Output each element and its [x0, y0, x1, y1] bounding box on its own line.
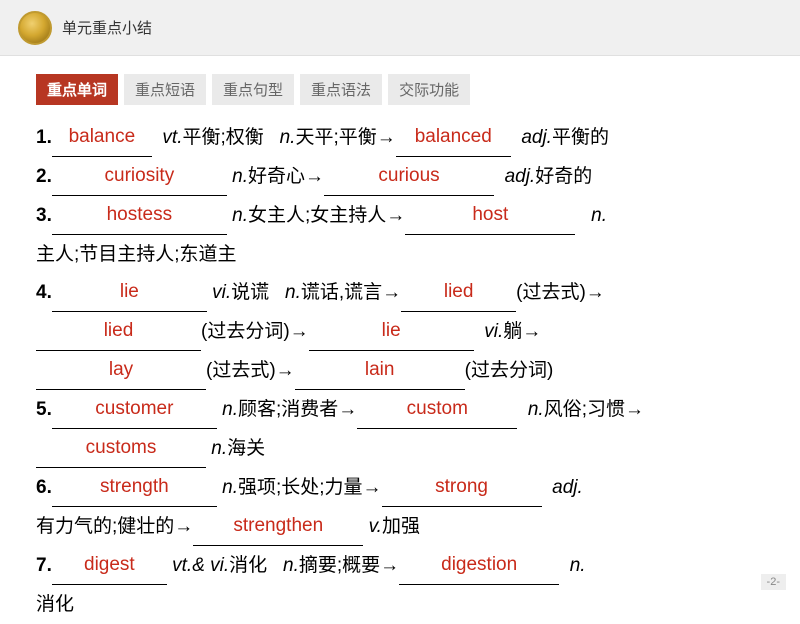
entry-num: 7. [36, 555, 52, 576]
pos-label: n. [591, 205, 607, 226]
tab-function[interactable]: 交际功能 [388, 74, 470, 105]
answer-blank: lain [295, 351, 465, 390]
def-text: 强项;长处;力量→ [238, 477, 382, 498]
answer-blank: digest [52, 546, 167, 585]
def-text: 消化 [36, 594, 74, 615]
pos-label: n. [280, 127, 296, 148]
def-text: 好奇心→ [248, 166, 324, 187]
pos-label: n. [222, 477, 238, 498]
pos-label: n. [570, 555, 586, 576]
def-text: 躺→ [503, 321, 541, 342]
pos-label: adj. [552, 477, 583, 498]
header-bar: 单元重点小结 [0, 0, 800, 56]
answer-blank: customs [36, 429, 206, 468]
tab-vocab[interactable]: 重点单词 [36, 74, 118, 105]
suffix-text: (过去式)→ [206, 360, 295, 381]
entry-num: 6. [36, 477, 52, 498]
page-number: -2- [761, 574, 786, 590]
pos-label: n. [528, 399, 544, 420]
pos-label: n. [211, 438, 227, 459]
tab-phrase[interactable]: 重点短语 [124, 74, 206, 105]
tab-sentence[interactable]: 重点句型 [212, 74, 294, 105]
answer-blank: hostess [52, 196, 227, 235]
def-text: 谎话,谎言→ [301, 282, 401, 303]
answer-blank: strength [52, 468, 217, 507]
def-text: 风俗;习惯→ [544, 399, 644, 420]
vocabulary-list: 1.balance vt.平衡;权衡 n.天平;平衡→balanced adj.… [36, 119, 764, 624]
pos-label: n. [222, 399, 238, 420]
def-text: 有力气的;健壮的→ [36, 516, 193, 537]
def-text: 消化 [229, 555, 267, 576]
answer-blank: lie [309, 312, 474, 351]
pos-label: vi. [484, 321, 503, 342]
medal-icon [18, 11, 52, 45]
pos-label: adj. [521, 127, 552, 148]
def-text: 好奇的 [535, 166, 592, 187]
entry-num: 1. [36, 127, 52, 148]
answer-blank: strong [382, 468, 542, 507]
pos-label: n. [232, 205, 248, 226]
suffix-text: (过去式)→ [516, 282, 605, 303]
pos-label: vt. [162, 127, 182, 148]
answer-blank: curious [324, 157, 494, 196]
def-text: 说谎 [231, 282, 269, 303]
def-text: 平衡的 [552, 127, 609, 148]
def-text: 平衡;权衡 [182, 127, 263, 148]
answer-blank: lie [52, 273, 207, 312]
tab-grammar[interactable]: 重点语法 [300, 74, 382, 105]
def-text: 天平;平衡→ [295, 127, 395, 148]
def-text: 主人;节目主持人;东道主 [36, 244, 237, 265]
answer-blank: customer [52, 390, 217, 429]
def-text: 摘要;概要→ [299, 555, 399, 576]
entry-num: 5. [36, 399, 52, 420]
answer-blank: balanced [396, 118, 511, 157]
answer-blank: strengthen [193, 507, 363, 546]
answer-blank: custom [357, 390, 517, 429]
answer-blank: lied [36, 312, 201, 351]
tabs-row: 重点单词 重点短语 重点句型 重点语法 交际功能 [36, 74, 764, 105]
header-title: 单元重点小结 [62, 17, 152, 38]
def-text: 女主人;女主持人→ [248, 205, 405, 226]
def-text: 加强 [382, 516, 420, 537]
pos-label: vt.& vi. [172, 555, 229, 576]
entry-num: 4. [36, 282, 52, 303]
pos-label: vi. [212, 282, 231, 303]
pos-label: n. [283, 555, 299, 576]
pos-label: n. [232, 166, 248, 187]
entry-num: 2. [36, 166, 52, 187]
answer-blank: curiosity [52, 157, 227, 196]
pos-label: n. [285, 282, 301, 303]
def-text: 顾客;消费者→ [238, 399, 357, 420]
answer-blank: lay [36, 351, 206, 390]
content-area: 重点单词 重点短语 重点句型 重点语法 交际功能 1.balance vt.平衡… [0, 56, 800, 624]
suffix-text: (过去分词) [465, 360, 554, 381]
entry-num: 3. [36, 205, 52, 226]
pos-label: adj. [505, 166, 536, 187]
answer-blank: lied [401, 273, 516, 312]
answer-blank: digestion [399, 546, 559, 585]
suffix-text: (过去分词)→ [201, 321, 309, 342]
answer-blank: balance [52, 118, 152, 157]
pos-label: v. [369, 516, 382, 537]
def-text: 海关 [227, 438, 265, 459]
answer-blank: host [405, 196, 575, 235]
